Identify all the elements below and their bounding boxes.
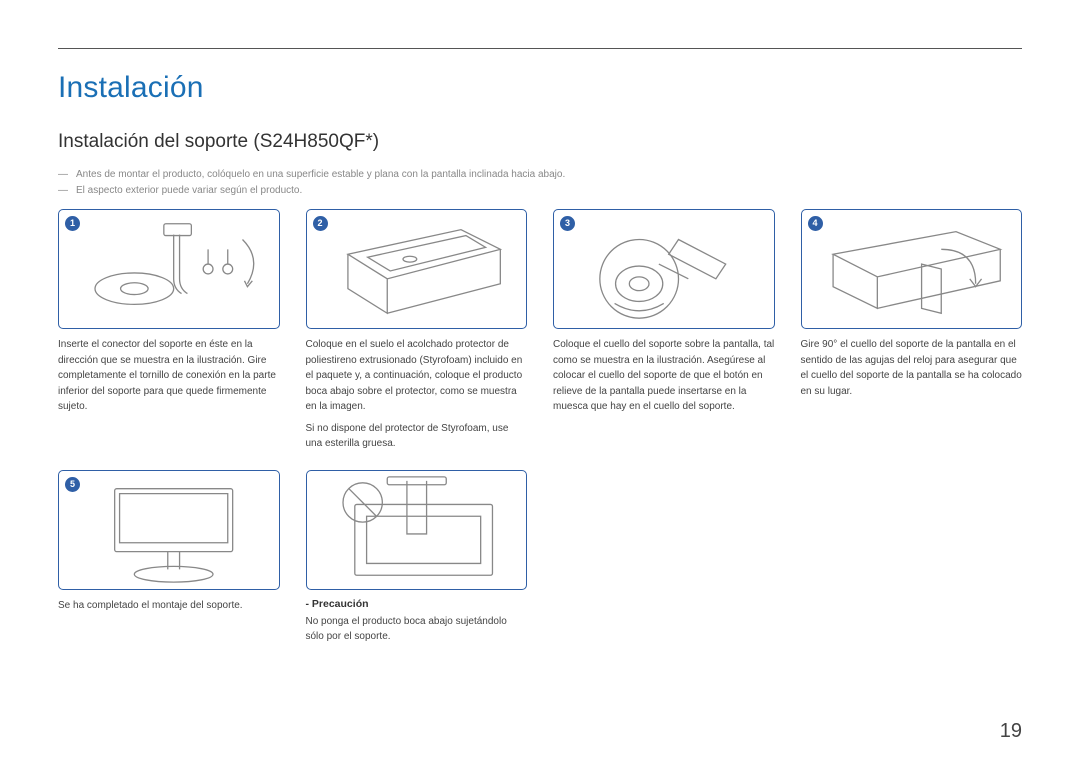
caution-diagram xyxy=(306,470,528,590)
caution-label: - Precaución xyxy=(306,598,528,610)
step-badge: 5 xyxy=(65,477,80,492)
step-2-diagram: 2 xyxy=(306,209,528,329)
caution-text: No ponga el producto boca abajo sujetánd… xyxy=(306,614,528,645)
step-4-diagram: 4 xyxy=(801,209,1023,329)
step-3-diagram: 3 xyxy=(553,209,775,329)
step-caption: Se ha completado el montaje del soporte. xyxy=(58,598,280,614)
step-caption: Coloque el cuello del soporte sobre la p… xyxy=(553,337,775,415)
step-badge: 2 xyxy=(313,216,328,231)
foam-box-illustration xyxy=(307,210,527,328)
step-caption: Coloque en el suelo el acolchado protect… xyxy=(306,337,528,415)
step-4: 4 Gire 90° el cuello del soporte de la p… xyxy=(801,209,1023,452)
rotate-neck-illustration xyxy=(802,210,1022,328)
completed-monitor-illustration xyxy=(59,471,279,589)
notes-block: Antes de montar el producto, colóquelo e… xyxy=(58,167,1022,199)
step-5: 5 Se ha completado el montaje del soport… xyxy=(58,470,280,645)
page-number: 19 xyxy=(1000,720,1022,743)
top-rule xyxy=(58,48,1022,49)
steps-grid: 1 Inserte el conector del soporte en ést… xyxy=(58,209,1022,645)
empty-cell xyxy=(801,470,1023,645)
step-3: 3 Coloque el cuello del soporte sobre la… xyxy=(553,209,775,452)
step-badge: 3 xyxy=(560,216,575,231)
caution-block: - Precaución No ponga el producto boca a… xyxy=(306,470,528,645)
section-subtitle: Instalación del soporte (S24H850QF*) xyxy=(58,131,1022,153)
prohibit-illustration xyxy=(307,471,527,589)
stand-base-illustration xyxy=(59,210,279,328)
step-5-diagram: 5 xyxy=(58,470,280,590)
step-2: 2 Coloque en el suelo el acolchado prote… xyxy=(306,209,528,452)
step-caption: Gire 90° el cuello del soporte de la pan… xyxy=(801,337,1023,399)
page-title: Instalación xyxy=(58,71,1022,105)
step-subcaption: Si no dispone del protector de Styrofoam… xyxy=(306,421,528,452)
note-item: El aspecto exterior puede variar según e… xyxy=(58,183,1022,199)
empty-cell xyxy=(553,470,775,645)
attach-neck-illustration xyxy=(554,210,774,328)
step-caption: Inserte el conector del soporte en éste … xyxy=(58,337,280,415)
step-1-diagram: 1 xyxy=(58,209,280,329)
step-badge: 4 xyxy=(808,216,823,231)
step-badge: 1 xyxy=(65,216,80,231)
note-item: Antes de montar el producto, colóquelo e… xyxy=(58,167,1022,183)
step-1: 1 Inserte el conector del soporte en ést… xyxy=(58,209,280,452)
